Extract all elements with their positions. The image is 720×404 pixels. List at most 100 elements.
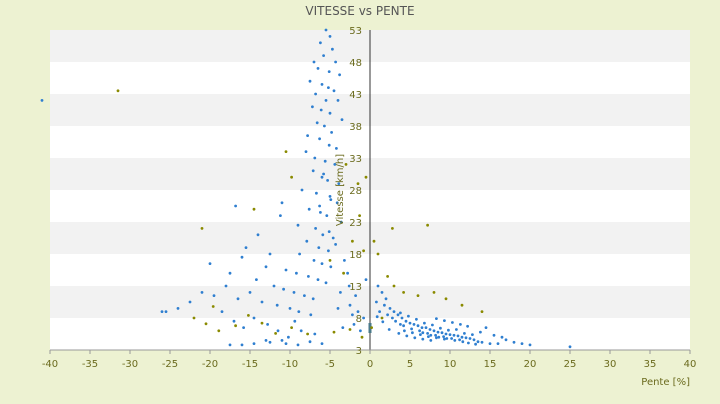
data-point: [331, 47, 334, 51]
data-point: [429, 333, 433, 337]
data-point: [242, 326, 246, 329]
data-point: [234, 324, 238, 328]
data-point: [426, 223, 429, 227]
data-point: [311, 105, 314, 109]
x-tick-label: 35: [644, 359, 657, 370]
data-point: [472, 338, 476, 342]
x-tick-label: 0: [367, 359, 373, 370]
data-point: [391, 227, 394, 230]
data-point: [434, 333, 437, 337]
data-point: [412, 323, 416, 326]
data-point: [405, 334, 409, 338]
data-point: [397, 332, 401, 335]
data-point: [316, 67, 320, 70]
data-point: [413, 336, 417, 340]
data-point: [468, 337, 472, 340]
data-point: [268, 340, 272, 344]
data-point: [336, 307, 340, 310]
data-point: [324, 99, 328, 102]
chart-title: VITESSE vs PENTE: [305, 4, 414, 18]
data-point: [307, 207, 311, 211]
data-point: [296, 223, 300, 227]
data-point: [380, 291, 384, 294]
data-point: [455, 328, 458, 331]
data-point: [471, 333, 474, 336]
data-point: [232, 319, 236, 323]
y-tick-label: 48: [349, 58, 362, 69]
data-point: [299, 329, 303, 333]
data-point: [372, 239, 376, 243]
data-point: [528, 343, 532, 347]
data-point: [354, 294, 357, 297]
data-point: [407, 314, 410, 318]
data-point: [325, 214, 329, 218]
x-tick-label: -30: [122, 359, 138, 370]
data-point: [228, 271, 232, 275]
data-point: [419, 333, 422, 336]
data-point: [280, 201, 284, 205]
data-point: [504, 338, 508, 342]
data-point: [308, 79, 312, 83]
data-point: [217, 329, 221, 333]
data-point: [327, 70, 331, 73]
y-tick-label: 43: [349, 90, 362, 101]
data-point: [306, 134, 309, 138]
data-point: [264, 339, 268, 342]
data-point: [336, 99, 340, 102]
data-point: [456, 334, 460, 338]
y-axis-label: Vitesse [km/h]: [335, 154, 346, 226]
data-point: [290, 326, 293, 329]
data-point: [459, 323, 462, 326]
data-point: [236, 297, 240, 301]
data-point: [344, 163, 348, 166]
data-point: [212, 294, 216, 297]
data-point: [292, 291, 296, 294]
data-point: [435, 336, 438, 340]
data-point: [40, 99, 44, 102]
data-point: [329, 265, 333, 269]
y-tick-label: 28: [349, 186, 362, 197]
data-point: [208, 262, 212, 265]
data-point: [335, 147, 338, 150]
data-point: [496, 342, 500, 345]
data-point: [399, 323, 402, 326]
data-point: [443, 319, 446, 322]
data-point: [164, 310, 168, 313]
data-point: [435, 317, 438, 320]
data-point: [312, 259, 316, 262]
data-point: [452, 333, 456, 337]
data-point: [403, 329, 406, 333]
data-point: [160, 310, 164, 313]
data-point: [339, 220, 343, 224]
data-point: [436, 330, 440, 334]
data-point: [200, 227, 204, 230]
data-point: [411, 331, 414, 335]
data-point: [386, 275, 389, 278]
data-point: [256, 233, 260, 237]
data-point: [315, 191, 318, 195]
x-tick-label: 40: [684, 359, 697, 370]
data-point: [247, 314, 250, 317]
data-point: [309, 313, 313, 317]
data-point: [322, 172, 325, 176]
data-point: [418, 329, 421, 333]
data-point: [264, 265, 268, 269]
data-point: [318, 204, 321, 208]
data-point: [383, 303, 386, 307]
x-tick-label: 5: [407, 359, 413, 370]
data-point: [252, 207, 256, 211]
data-point: [268, 252, 272, 256]
data-point: [327, 249, 330, 253]
data-point: [290, 175, 293, 179]
data-point: [320, 262, 324, 265]
data-point: [426, 332, 429, 335]
data-point: [248, 291, 252, 294]
data-point: [334, 243, 337, 246]
data-point: [323, 124, 326, 128]
data-point: [440, 331, 444, 335]
data-point: [444, 297, 448, 301]
data-point: [458, 338, 461, 342]
y-tick-label: 13: [349, 282, 362, 293]
y-tick-label: 3: [356, 346, 362, 357]
data-point: [332, 330, 336, 334]
